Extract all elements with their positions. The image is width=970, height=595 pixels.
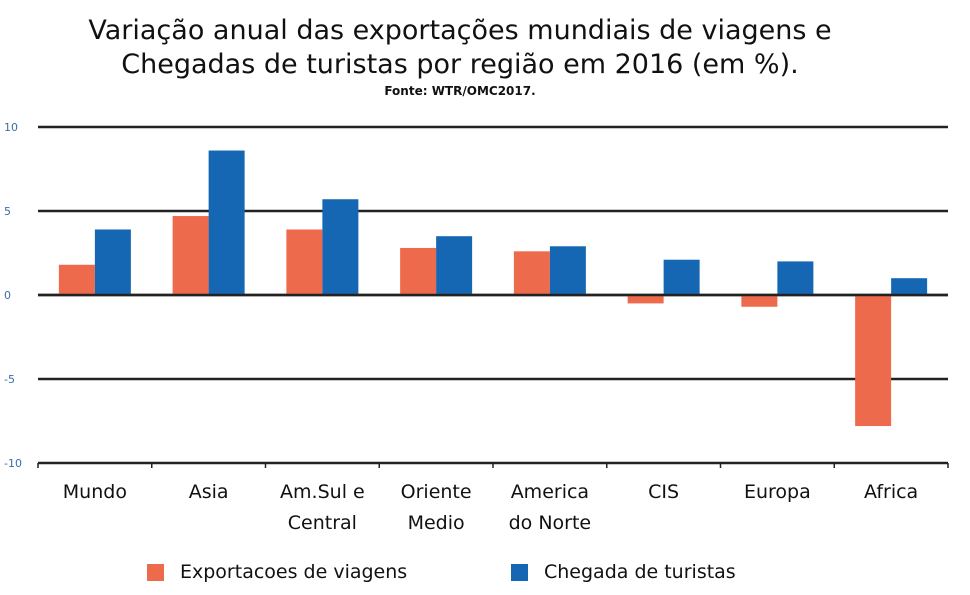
legend-swatch-exports [147,563,164,581]
x-category-label: Oriente Medio [376,477,496,539]
bar-arrivals [94,229,131,295]
bar-arrivals [663,259,700,295]
x-category-label-line: Oriente [400,481,472,503]
bar-arrivals [891,278,928,295]
y-tick-label: -10 [4,457,22,470]
x-category-label: Mundo [35,477,155,508]
x-category-label: Europa [717,477,837,508]
x-category-label: Africa [831,477,951,508]
legend-label-arrivals: Chegada de turistas [544,561,736,583]
bar-exports [286,229,323,295]
y-tick-label: 10 [4,121,18,134]
x-category-label-line: Mundo [62,481,127,503]
x-category-label-line: America [510,481,590,503]
x-category-label-line: Asia [188,481,229,503]
bar-exports [58,264,95,295]
x-category-label-line: Am.Sul e [280,481,365,503]
x-category-label-line: Medio [407,512,465,534]
chart-title-line-2: Chegadas de turistas por região em 2016 … [121,49,799,80]
chart-title: Variação anual das exportações mundiais … [0,14,920,82]
legend-swatch-arrivals [511,563,528,581]
bar-exports [627,295,664,304]
bar-arrivals [436,236,473,295]
bar-exports [855,295,892,427]
bar-exports [513,251,550,295]
x-category-label-line: Europa [743,481,811,503]
y-tick-label: 5 [4,205,11,218]
legend-item-arrivals: Chegada de turistas [511,560,736,584]
x-category-label: America do Norte [490,477,610,539]
x-category-label-line: do Norte [508,512,592,534]
bar-arrivals [322,199,359,295]
chart-title-line-1: Variação anual das exportações mundiais … [88,15,832,46]
bar-exports [741,295,778,307]
bar-arrivals [549,246,586,295]
legend-label-exports: Exportacoes de viagens [180,561,408,583]
x-category-label: Am.Sul e Central [262,477,382,539]
x-category-label: Asia [149,477,269,508]
bar-exports [400,247,437,295]
chart-source: Fonte: WTR/OMC2017. [384,84,536,98]
x-category-label: CIS [604,477,724,508]
bar-arrivals [777,261,814,295]
x-category-label-line: CIS [648,481,680,503]
y-tick-label: -5 [4,373,15,386]
legend-item-exports: Exportacoes de viagens [147,560,407,584]
x-category-label-line: Africa [864,481,919,503]
bar-exports [172,216,209,295]
x-category-label-line: Central [287,512,357,534]
y-tick-label: 0 [4,289,11,302]
bar-arrivals [208,150,245,295]
